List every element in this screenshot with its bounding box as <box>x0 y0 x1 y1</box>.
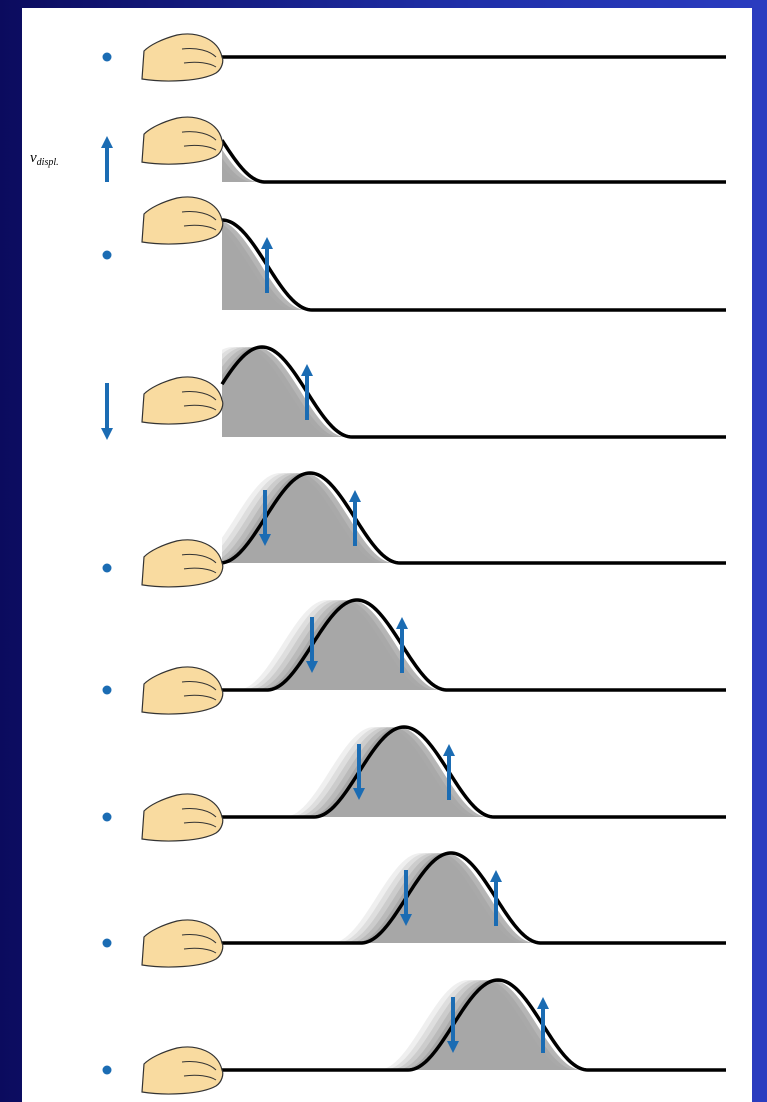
dot <box>103 939 112 948</box>
dot <box>103 53 112 62</box>
dot <box>103 251 112 260</box>
background: vdispl. <box>0 0 767 1102</box>
velocity-subscript: displ. <box>37 157 59 168</box>
diagram: vdispl. <box>0 0 767 1102</box>
dot <box>103 813 112 822</box>
dot <box>103 686 112 695</box>
dot <box>103 564 112 573</box>
dot <box>103 1066 112 1075</box>
